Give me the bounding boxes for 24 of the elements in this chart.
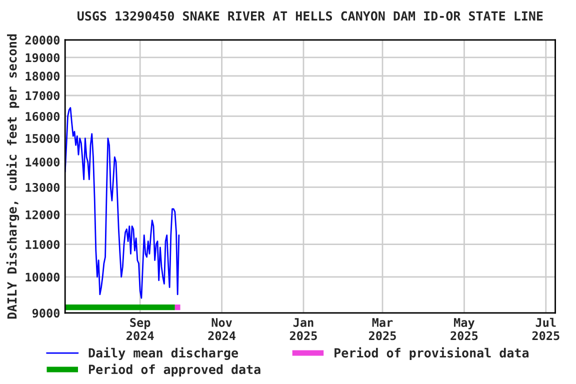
- x-tick-label: Mar 2025: [368, 318, 396, 340]
- x-tick-label: May 2025: [450, 318, 478, 340]
- legend-label: Daily mean discharge: [88, 347, 238, 360]
- y-tick-label: 14000: [26, 158, 60, 167]
- y-tick-label: 12000: [26, 210, 60, 220]
- y-tick-label: 10000: [26, 272, 60, 282]
- y-tick-label: 20000: [25, 36, 60, 45]
- chart-title: USGS 13290450 SNAKE RIVER AT HELLS CANYON DAM ID-OR STATE LINE: [78, 11, 543, 21]
- line-series: [65, 107, 180, 299]
- legend-label: Period of approved data: [88, 364, 260, 376]
- x-tick-label: Nov 2024: [208, 318, 236, 340]
- y-tick-label: 16000: [26, 112, 60, 121]
- y-tick-label: 13000: [26, 182, 60, 192]
- y-tick-label: 9000: [32, 308, 60, 318]
- y-tick-label: 11000: [26, 240, 60, 249]
- x-tick-label: Sep 2024: [126, 318, 154, 340]
- x-tick-label: Jan 2025: [290, 318, 317, 340]
- y-tick-label: 15000: [26, 134, 60, 143]
- y-tick-label: 19000: [26, 53, 60, 62]
- legend-label: Period of provisional data: [334, 347, 528, 360]
- y-tick-label: 17000: [26, 91, 60, 100]
- y-axis-title: DAILY Discharge, cubic feet per second: [6, 34, 20, 319]
- y-tick-label: 18000: [26, 72, 60, 81]
- x-tick-label: Jul 2025: [532, 318, 560, 340]
